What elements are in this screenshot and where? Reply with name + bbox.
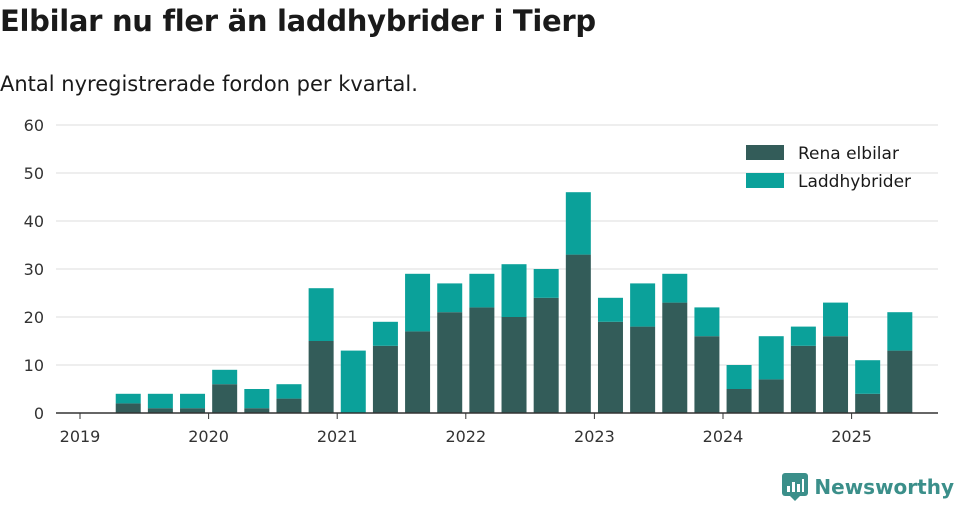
chart-title: Elbilar nu fler än laddhybrider i Tierp — [0, 4, 596, 38]
legend-label: Laddhybrider — [798, 172, 911, 192]
bar-laddhybrider — [597, 297, 623, 322]
bar-laddhybrider — [115, 393, 141, 404]
bar-laddhybrider — [855, 360, 881, 394]
legend-label: Rena elbilar — [798, 144, 899, 164]
bar-elbilar — [533, 297, 559, 413]
x-tick-label: 2022 — [445, 427, 486, 446]
bar-laddhybrider — [244, 389, 270, 409]
bar-elbilar — [469, 307, 495, 413]
bar-elbilar — [597, 321, 623, 413]
bar-laddhybrider — [147, 393, 173, 409]
y-tick-label: 60 — [24, 116, 44, 135]
x-axis-ticks: 2019 2020 2021 2022 2023 2024 2025 — [56, 412, 938, 446]
bar-elbilar — [372, 345, 398, 413]
bar-laddhybrider — [565, 192, 591, 255]
bar-elbilar — [501, 317, 527, 413]
bar-laddhybrider — [758, 336, 784, 380]
bar-elbilar — [244, 408, 270, 413]
newsworthy-logo-icon — [782, 473, 809, 501]
bar-laddhybrider — [533, 269, 559, 298]
brand-logo: Newsworthy — [782, 473, 954, 501]
bar-laddhybrider — [501, 264, 527, 317]
bar-laddhybrider — [887, 312, 913, 351]
bar-elbilar — [276, 398, 302, 413]
bar-elbilar — [790, 345, 816, 413]
bar-elbilar — [565, 254, 591, 413]
bar-elbilar — [726, 389, 752, 413]
bar-elbilar — [437, 312, 463, 413]
bar-elbilar — [662, 302, 688, 413]
bar-elbilar — [823, 336, 849, 413]
y-tick-label: 0 — [34, 404, 44, 423]
bar-elbilar — [308, 341, 334, 413]
bar-laddhybrider — [212, 369, 238, 385]
bar-laddhybrider — [662, 273, 688, 303]
bar-elbilar — [212, 384, 238, 413]
y-tick-label: 20 — [24, 308, 44, 327]
bar-laddhybrider — [372, 321, 398, 346]
y-tick-label: 50 — [24, 164, 44, 183]
bar-laddhybrider — [790, 326, 816, 346]
bar-laddhybrider — [694, 307, 720, 337]
legend-swatch — [746, 145, 784, 160]
legend: Rena elbilar Laddhybrider — [746, 144, 911, 192]
x-tick-label: 2021 — [317, 427, 358, 446]
bar-elbilar — [630, 326, 656, 413]
bar-elbilar — [694, 336, 720, 413]
chart-subtitle: Antal nyregistrerade fordon per kvartal. — [0, 72, 418, 96]
bar-laddhybrider — [437, 283, 463, 313]
bar-laddhybrider — [180, 393, 206, 409]
bar-elbilar — [180, 408, 206, 413]
bar-laddhybrider — [308, 288, 334, 341]
bar-laddhybrider — [340, 350, 366, 413]
bar-elbilar — [405, 331, 431, 413]
y-tick-label: 40 — [24, 212, 44, 231]
y-tick-label: 10 — [24, 356, 44, 375]
bar-laddhybrider — [276, 384, 302, 399]
bar-laddhybrider — [405, 273, 431, 332]
bar-laddhybrider — [630, 283, 656, 327]
x-tick-label: 2025 — [831, 427, 872, 446]
bar-elbilar — [758, 379, 784, 413]
bar-elbilar — [855, 393, 881, 413]
brand-name: Newsworthy — [814, 475, 954, 499]
x-tick-label: 2024 — [703, 427, 744, 446]
bar-elbilar — [115, 403, 141, 413]
bar-laddhybrider — [823, 302, 849, 337]
bars — [115, 192, 913, 413]
legend-swatch — [746, 173, 784, 188]
x-tick-label: 2019 — [60, 427, 101, 446]
bar-elbilar — [147, 408, 173, 413]
bar-laddhybrider — [469, 273, 495, 308]
bar-elbilar — [887, 350, 913, 413]
x-tick-label: 2023 — [574, 427, 615, 446]
bar-laddhybrider — [726, 365, 752, 389]
y-axis-ticks: 0 10 20 30 40 50 60 — [24, 116, 44, 423]
y-tick-label: 30 — [24, 260, 44, 279]
x-tick-label: 2020 — [188, 427, 229, 446]
